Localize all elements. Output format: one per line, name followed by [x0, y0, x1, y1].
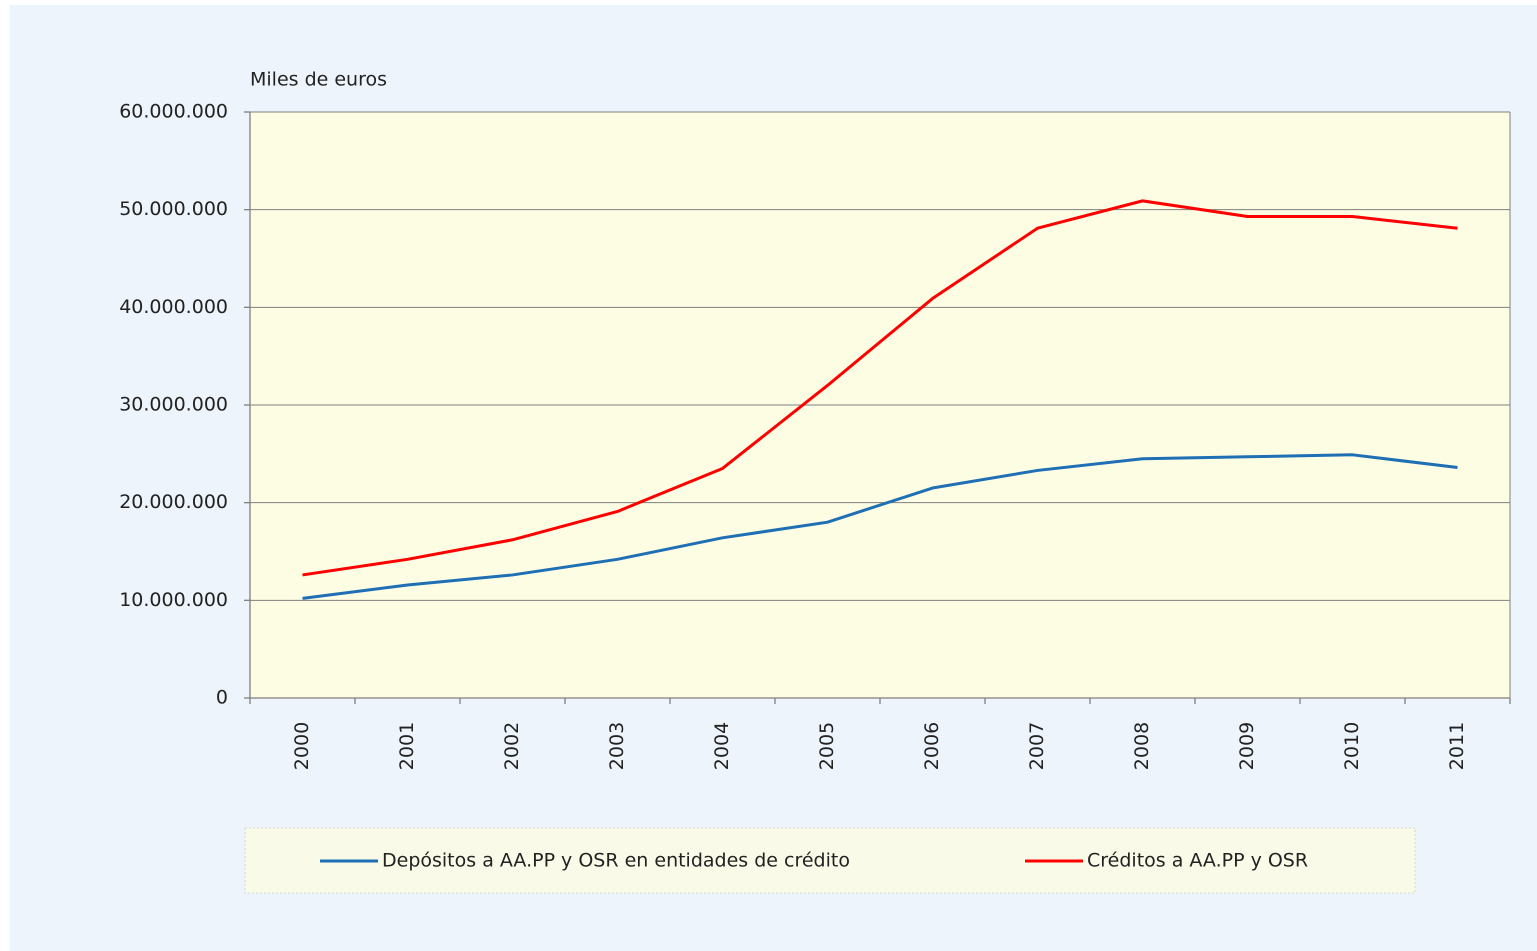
y-axis-label: Miles de euros: [250, 69, 387, 91]
x-tick-label: 2006: [921, 722, 943, 770]
x-tick-label: 2009: [1236, 722, 1258, 770]
y-tick-label: 40.000.000: [119, 296, 228, 318]
y-tick-label: 60.000.000: [119, 101, 228, 123]
series-line: [302, 199, 1458, 577]
x-tick-label: 2001: [396, 722, 418, 770]
legend-box: [244, 827, 1416, 894]
series-line: [302, 453, 1458, 600]
y-tick-label: 30.000.000: [119, 394, 228, 416]
y-tick-label: 0: [216, 687, 228, 709]
y-tick-label: 10.000.000: [119, 589, 228, 611]
legend-label: Depósitos a AA.PP y OSR en entidades de …: [382, 850, 850, 872]
x-tick-label: 2003: [606, 722, 628, 770]
x-tick-label: 2004: [711, 722, 733, 770]
y-tick-label: 20.000.000: [119, 491, 228, 513]
y-tick-label: 50.000.000: [119, 198, 228, 220]
x-tick-label: 2007: [1026, 722, 1048, 770]
x-tick-label: 2011: [1446, 722, 1468, 770]
x-tick-label: 2000: [291, 722, 313, 770]
x-tick-label: 2008: [1131, 722, 1153, 770]
legend-label: Créditos a AA.PP y OSR: [1087, 850, 1308, 872]
x-tick-label: 2010: [1341, 722, 1363, 770]
x-tick-label: 2002: [501, 722, 523, 770]
x-tick-label: 2005: [816, 722, 838, 770]
